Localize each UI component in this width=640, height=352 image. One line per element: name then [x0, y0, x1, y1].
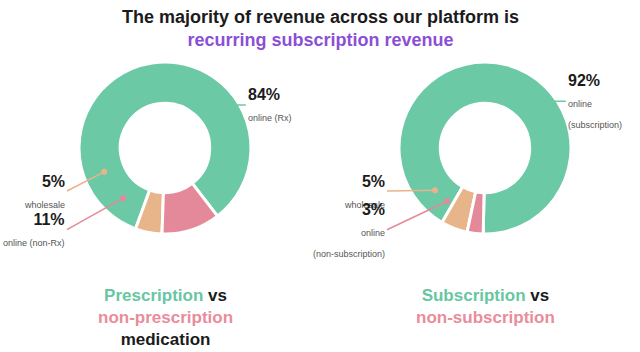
svg-text:5%wholesale: 5%wholesale	[24, 173, 65, 210]
svg-text:92%online(subscription): 92%online(subscription)	[568, 72, 622, 130]
svg-text:Prescription vsnon-prescriptio: Prescription vsnon-prescriptionmedicatio…	[98, 286, 233, 349]
svg-text:11%online (non-Rx): 11%online (non-Rx)	[3, 211, 65, 248]
svg-text:5%wholesale: 5%wholesale	[344, 173, 385, 210]
svg-text:Subscription vsnon-subscriptio: Subscription vsnon-subscription	[416, 286, 555, 327]
svg-text:The majority of revenue across: The majority of revenue across our platf…	[122, 7, 519, 50]
svg-text:3%online(non-subscription): 3%online(non-subscription)	[313, 201, 385, 259]
svg-text:84%online (Rx): 84%online (Rx)	[248, 86, 292, 123]
